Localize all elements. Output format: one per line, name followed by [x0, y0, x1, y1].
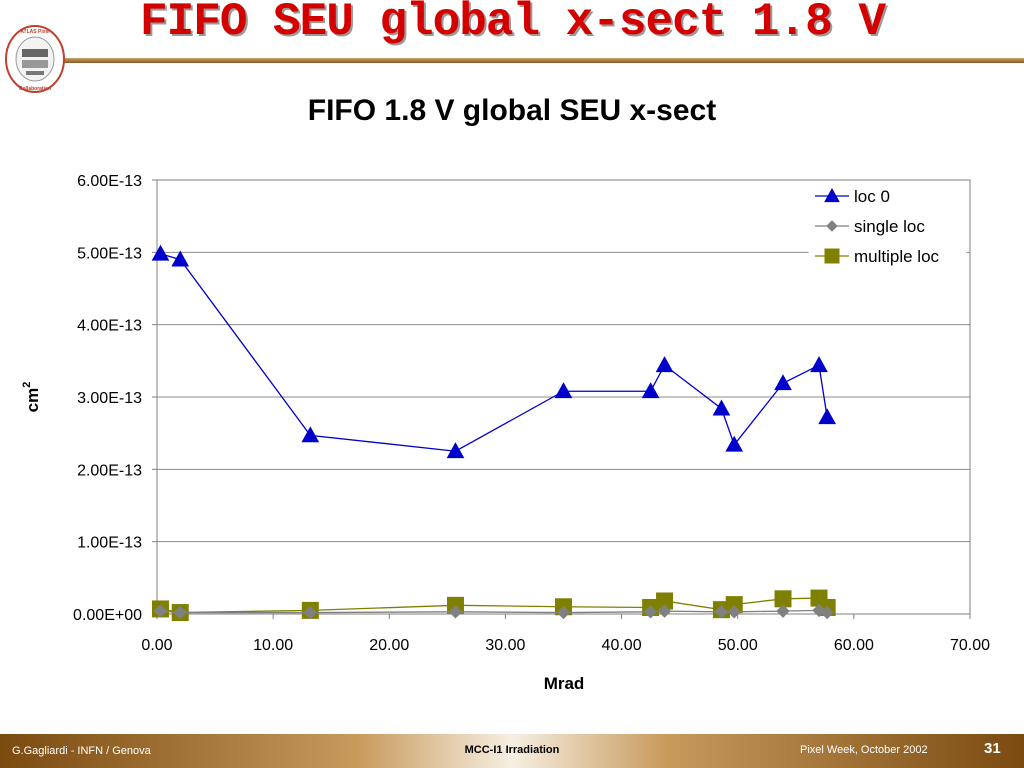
data-point [153, 604, 168, 618]
y-axis-label-text: cm [23, 388, 42, 413]
y-axis-label-superscript: 2 [21, 382, 33, 388]
x-tick-label: 60.00 [834, 637, 874, 654]
atlas-pixel-logo: ATLAS Pixel Collaboration [5, 25, 65, 93]
x-tick-label: 40.00 [602, 637, 642, 654]
data-point [776, 604, 790, 618]
legend-label: loc 0 [854, 187, 890, 206]
footer-event: Pixel Week, October 2002 [800, 744, 928, 756]
data-point [714, 605, 729, 619]
x-axis-label: Mrad [544, 674, 585, 693]
x-tick-label: 10.00 [253, 637, 293, 654]
data-point [774, 374, 792, 391]
y-tick-label: 3.00E-13 [77, 390, 142, 407]
svg-text:ATLAS Pixel: ATLAS Pixel [20, 29, 50, 35]
data-point [446, 442, 465, 459]
y-axis-label: cm2 [21, 382, 42, 413]
x-axis: 0.00 10.00 20.00 30.00 40.00 50.00 60.00 70.00 [141, 614, 990, 654]
data-point [171, 250, 190, 267]
chart-title: FIFO 1.8 V global SEU x-sect [308, 94, 716, 127]
x-tick-label: 70.00 [950, 637, 990, 654]
footer-bar [0, 734, 1024, 768]
footer-topic: MCC-I1 Irradiation [464, 744, 560, 756]
data-point [643, 605, 658, 619]
data-point [818, 408, 836, 425]
data-point [810, 356, 828, 373]
data-point [303, 605, 318, 620]
svg-text:Collaboration: Collaboration [19, 86, 51, 92]
data-point [301, 426, 320, 443]
y-axis: 0.00E+00 1.00E-13 2.00E-13 3.00E-13 4.00E-13… [73, 173, 157, 624]
y-tick-label: 4.00E-13 [77, 318, 142, 335]
data-point [173, 605, 187, 620]
data-point [820, 605, 834, 620]
y-tick-label: 5.00E-13 [77, 245, 142, 262]
legend-marker [824, 248, 840, 264]
series-single-loc [153, 603, 834, 620]
data-point [556, 605, 571, 620]
data-point [725, 435, 744, 452]
series-group [151, 244, 836, 622]
x-tick-label: 20.00 [369, 637, 409, 654]
data-point [448, 605, 463, 619]
title-divider [60, 58, 1024, 63]
legend: loc 0 single loc multiple loc [808, 180, 967, 271]
x-tick-label: 50.00 [718, 637, 758, 654]
y-tick-label: 2.00E-13 [77, 462, 142, 479]
legend-label: single loc [854, 217, 925, 236]
data-point [727, 605, 741, 619]
y-tick-label: 6.00E-13 [77, 173, 142, 190]
y-tick-label: 1.00E-13 [77, 535, 142, 552]
footer-author: G.Gagliardi - INFN / Genova [12, 745, 151, 757]
data-point [641, 382, 660, 399]
x-tick-label: 30.00 [485, 637, 525, 654]
series-line [160, 253, 828, 452]
data-point [657, 604, 672, 618]
legend-marker [824, 187, 840, 203]
seu-xsect-chart: FIFO 1.8 V global SEU x-sect 0.00E+00 1.0… [21, 94, 990, 693]
data-point [151, 244, 170, 261]
y-tick-label: 0.00E+00 [73, 607, 142, 624]
x-tick-label: 0.00 [141, 637, 172, 654]
legend-label: multiple loc [854, 247, 940, 266]
slide-title: FIFO SEU global x-sect 1.8 V [140, 0, 886, 48]
data-point [554, 382, 573, 399]
legend-marker [826, 220, 838, 232]
data-point [655, 356, 674, 373]
series-loc-0 [151, 244, 836, 459]
page-number: 31 [984, 740, 1001, 757]
data-point [712, 399, 731, 416]
